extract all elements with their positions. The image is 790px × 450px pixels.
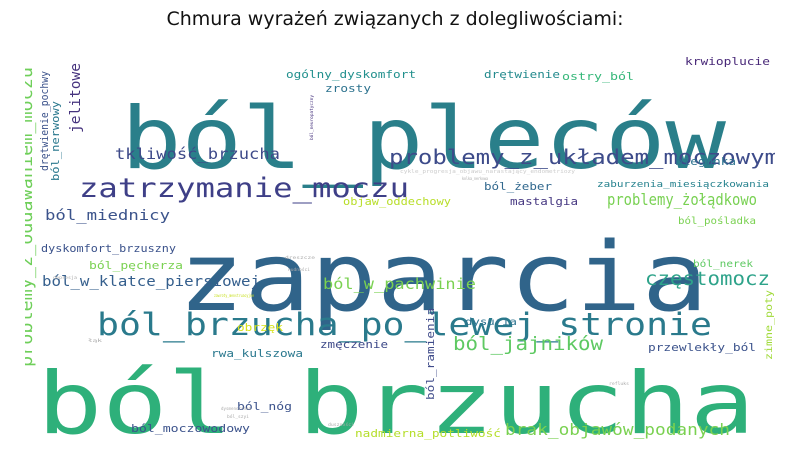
word-47: zawroty_menstruacyjne (214, 293, 254, 298)
word-33: obrzęk (237, 321, 283, 334)
word-50: ból_szyi (227, 414, 250, 419)
word-28: biegunka (675, 155, 736, 168)
word-21: ostry_ból (562, 70, 634, 83)
word-52: refluks (609, 381, 630, 386)
word-18: ogólny_dyskomfort (286, 68, 416, 81)
word-38: ból_ramienia (424, 308, 437, 400)
word-22: krwioplucie (685, 55, 770, 68)
word-15: jelitowe (68, 63, 84, 133)
word-41: nadmierna_potliwość (355, 427, 501, 440)
word-19: zrosty (325, 82, 371, 95)
word-0: zaparcia (178, 223, 708, 333)
word-40: ból_moczowodowy (131, 422, 250, 435)
word-17: ból_pęcherza (89, 259, 183, 272)
word-31: ból_nerek (693, 258, 753, 270)
word-45: nudności (288, 267, 311, 272)
word-36: rwa_kulszowa (211, 347, 303, 360)
word-51: duszności (328, 422, 355, 427)
word-13: ból_miednicy (45, 208, 170, 224)
word-6: problemy_z_oddawaniem_moczu (25, 67, 37, 367)
word-9: brak_objawów_podanych (505, 420, 730, 439)
word-32: dysuria (465, 317, 517, 328)
word-49: dysmenorrhea (221, 406, 252, 411)
word-26: ból_żeber (484, 180, 552, 193)
word-3: ból_brzucha_po_lewej_stronie (97, 307, 712, 343)
word-29: objaw_oddechowy (343, 195, 451, 208)
word-53: kolka_nerkowa (462, 176, 488, 181)
word-42: cykle_progresja_objawu_narastający_endom… (400, 169, 575, 175)
word-46: depresja (53, 275, 78, 280)
word-2: ból_brzucha (37, 354, 755, 440)
chart-title: Chmura wyrażeń związanych z dolegliwości… (166, 8, 624, 30)
word-25: mastalgia (510, 195, 578, 208)
word-cloud: zaparcia ból_pleców ból_brzucha ból_brzucha… (25, 45, 775, 440)
word-48: łąk (88, 338, 103, 343)
word-16: dyskomfort_brzuszny (41, 242, 176, 255)
word-43: ból_neuropatyczny (309, 94, 314, 140)
word-4: zatrzymanie_moczu (79, 173, 409, 204)
word-cloud-canvas: zaparcia ból_pleców ból_brzucha ból_brzucha… (25, 55, 775, 440)
word-1: ból_pleców (121, 89, 726, 189)
word-14: ból_w_klatce_piersiowej (42, 274, 260, 290)
word-37: zmęczenie (320, 338, 388, 351)
word-23: drętwienie_pochwy (38, 71, 51, 171)
word-12: ból_w_pachwinie (323, 275, 476, 293)
word-35: przewlekły_ból (648, 341, 756, 354)
word-7: ból_jajników (453, 333, 604, 355)
word-34: zimne_poty (764, 290, 775, 360)
word-10: problemy_żołądkowo (607, 190, 757, 209)
word-44: dreszcze (285, 255, 316, 260)
word-24: ból_nerwowy (49, 101, 62, 181)
word-11: tkliwość_brzucha (115, 145, 280, 163)
word-8: częstomocz (645, 268, 770, 290)
word-20: drętwienie (484, 68, 560, 81)
word-5: problemy_z_układem_moczowym (389, 145, 775, 169)
word-30: ból_pośladka (678, 215, 756, 227)
word-39: ból_nóg (237, 400, 292, 413)
word-27: zaburzenia_miesiączkowania (597, 180, 769, 190)
